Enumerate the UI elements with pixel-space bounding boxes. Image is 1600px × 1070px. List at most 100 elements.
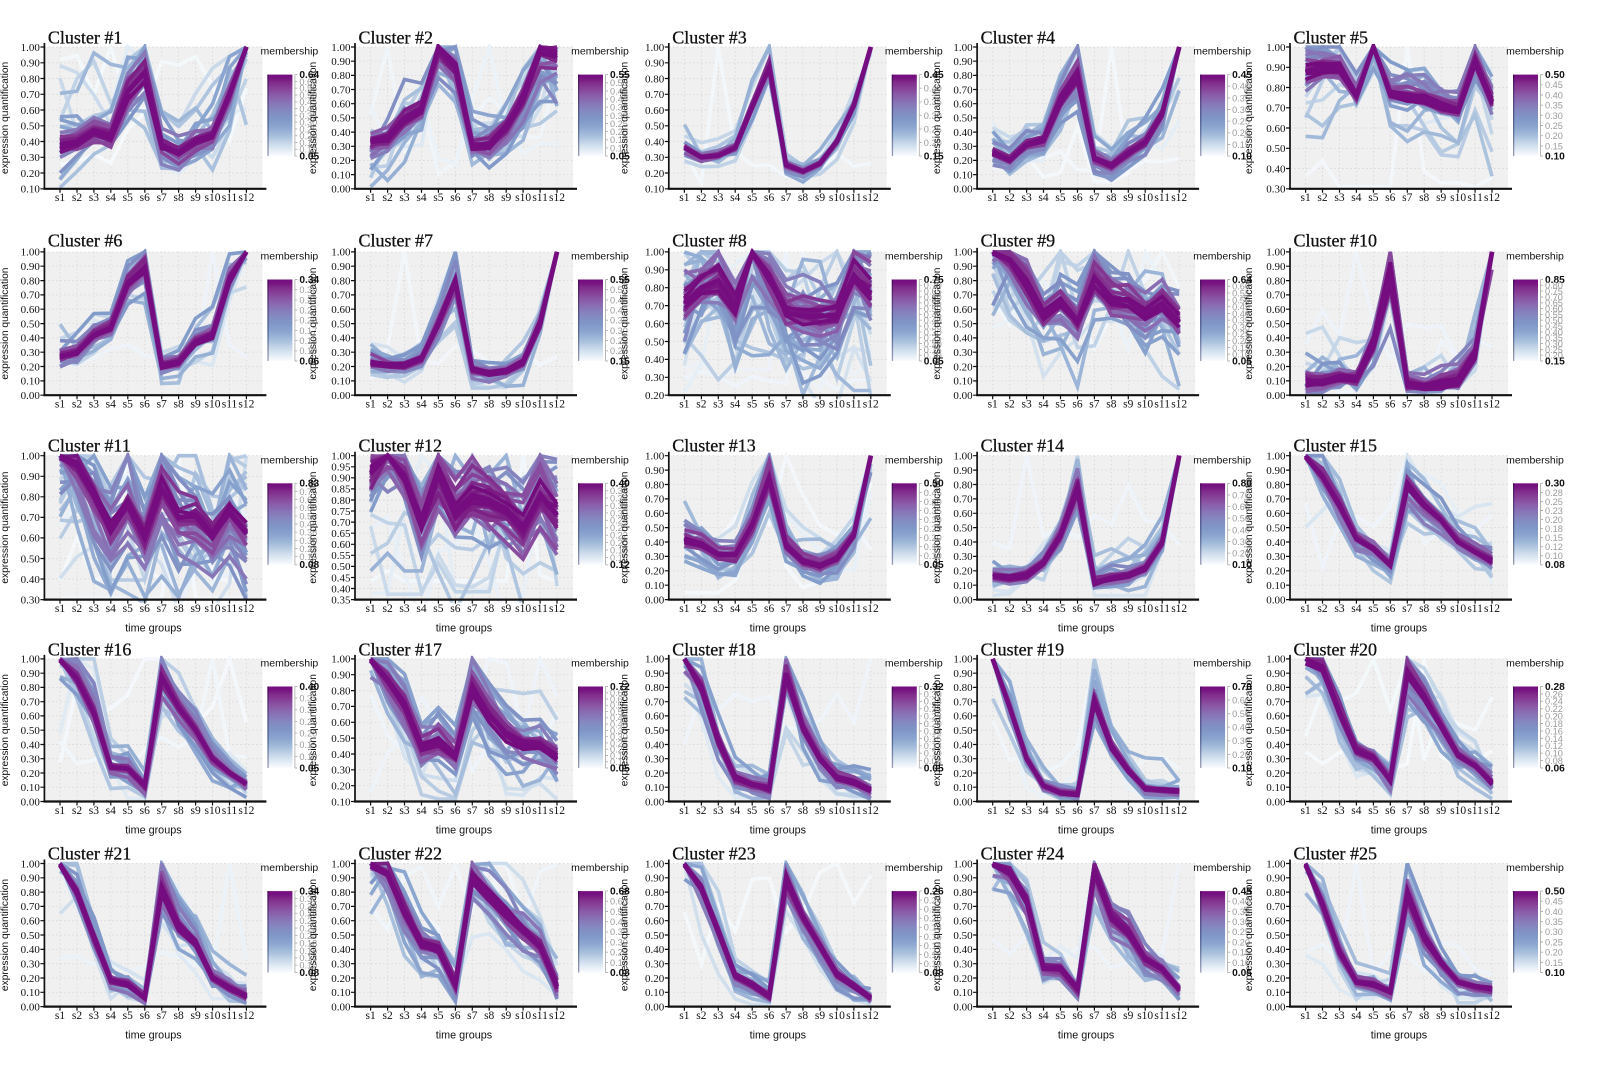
svg-text:0.15: 0.15 — [610, 751, 628, 761]
svg-text:0.26: 0.26 — [1545, 689, 1563, 699]
svg-text:0.24: 0.24 — [924, 896, 942, 906]
svg-text:0.00: 0.00 — [645, 796, 665, 808]
svg-text:s7: s7 — [1089, 1010, 1099, 1022]
svg-text:0.00: 0.00 — [953, 184, 973, 196]
svg-text:0.20: 0.20 — [21, 361, 41, 373]
svg-text:0.35: 0.35 — [610, 494, 628, 504]
svg-text:s11: s11 — [1467, 603, 1483, 615]
svg-text:0.35: 0.35 — [610, 316, 628, 326]
svg-text:0.08: 0.08 — [924, 756, 942, 766]
svg-text:0.15: 0.15 — [1545, 141, 1563, 151]
svg-text:s9: s9 — [815, 192, 825, 204]
svg-text:0.90: 0.90 — [1266, 261, 1286, 273]
svg-text:s6: s6 — [450, 1010, 460, 1022]
svg-text:s5: s5 — [1368, 1010, 1378, 1022]
svg-text:s8: s8 — [1419, 1010, 1429, 1022]
svg-text:Cluster #10: Cluster #10 — [1294, 231, 1378, 251]
svg-text:s6: s6 — [450, 192, 460, 204]
svg-text:s9: s9 — [1436, 192, 1446, 204]
svg-text:0.60: 0.60 — [331, 304, 351, 316]
svg-text:time groups: time groups — [1371, 623, 1428, 635]
svg-text:0.65: 0.65 — [924, 287, 942, 297]
svg-text:0.70: 0.70 — [21, 290, 41, 302]
svg-text:s8: s8 — [173, 192, 183, 204]
svg-text:0.70: 0.70 — [953, 494, 973, 506]
svg-text:membership: membership — [1193, 251, 1251, 263]
svg-text:0.90: 0.90 — [953, 668, 973, 680]
svg-text:s3: s3 — [1021, 192, 1031, 204]
svg-text:1.00: 1.00 — [953, 654, 973, 666]
svg-text:0.40: 0.40 — [953, 333, 973, 345]
svg-text:0.20: 0.20 — [1232, 336, 1250, 346]
svg-text:s5: s5 — [1055, 805, 1065, 817]
svg-text:1.00: 1.00 — [21, 451, 41, 463]
svg-text:0.80: 0.80 — [645, 73, 665, 85]
svg-text:0.80: 0.80 — [645, 283, 665, 295]
svg-text:0.50: 0.50 — [21, 553, 41, 565]
svg-text:expression quantification: expression quantification — [620, 879, 631, 991]
svg-text:0.22: 0.22 — [924, 905, 942, 915]
svg-text:s9: s9 — [501, 1010, 511, 1022]
svg-text:s11: s11 — [1467, 192, 1483, 204]
svg-text:0.10: 0.10 — [331, 987, 351, 999]
svg-text:Cluster #17: Cluster #17 — [359, 640, 443, 660]
svg-text:0.06: 0.06 — [299, 356, 319, 367]
svg-text:0.40: 0.40 — [645, 136, 665, 148]
svg-text:0.25: 0.25 — [299, 124, 317, 134]
svg-text:0.68: 0.68 — [299, 495, 317, 505]
svg-text:s5: s5 — [433, 603, 443, 615]
svg-text:0.70: 0.70 — [21, 697, 41, 709]
svg-text:0.60: 0.60 — [953, 711, 973, 723]
svg-text:s4: s4 — [106, 1010, 116, 1022]
svg-text:time groups: time groups — [125, 825, 182, 837]
svg-text:0.08: 0.08 — [924, 968, 944, 979]
svg-text:s4: s4 — [106, 805, 116, 817]
svg-text:expression quantification: expression quantification — [308, 674, 319, 786]
svg-text:0.10: 0.10 — [1266, 580, 1286, 592]
svg-text:0.40: 0.40 — [645, 739, 665, 751]
svg-text:s2: s2 — [1317, 192, 1327, 204]
svg-text:0.20: 0.20 — [610, 346, 628, 356]
svg-text:s9: s9 — [501, 399, 511, 411]
svg-text:s5: s5 — [123, 192, 133, 204]
svg-text:0.45: 0.45 — [610, 917, 628, 927]
svg-text:0.08: 0.08 — [1545, 756, 1563, 766]
svg-text:0.18: 0.18 — [299, 938, 317, 948]
svg-text:0.90: 0.90 — [645, 873, 665, 885]
svg-text:s1: s1 — [988, 805, 998, 817]
svg-text:0.60: 0.60 — [610, 897, 628, 907]
svg-text:0.40: 0.40 — [1232, 82, 1250, 92]
svg-text:s9: s9 — [1436, 805, 1446, 817]
svg-text:s10: s10 — [1450, 603, 1466, 615]
svg-text:0.15: 0.15 — [299, 138, 317, 148]
svg-text:0.35: 0.35 — [924, 322, 942, 332]
svg-text:0.60: 0.60 — [331, 916, 351, 928]
svg-text:1.00: 1.00 — [953, 451, 973, 463]
svg-text:0.70: 0.70 — [953, 697, 973, 709]
svg-text:0.20: 0.20 — [331, 781, 351, 793]
svg-text:0.30: 0.30 — [1232, 917, 1250, 927]
svg-text:0.30: 0.30 — [610, 937, 628, 947]
svg-text:0.30: 0.30 — [1266, 551, 1286, 563]
svg-text:0.60: 0.60 — [1232, 282, 1250, 292]
svg-text:expression quantification: expression quantification — [1244, 472, 1255, 584]
svg-text:membership: membership — [571, 862, 629, 874]
svg-text:0.60: 0.60 — [21, 304, 41, 316]
svg-text:0.35: 0.35 — [299, 111, 317, 121]
svg-text:0.90: 0.90 — [645, 265, 665, 277]
svg-text:0.00: 0.00 — [21, 390, 41, 402]
svg-text:s8: s8 — [484, 1010, 494, 1022]
svg-text:0.25: 0.25 — [610, 523, 628, 533]
svg-text:0.80: 0.80 — [953, 275, 973, 287]
svg-text:Cluster #13: Cluster #13 — [672, 436, 756, 456]
svg-text:0.05: 0.05 — [610, 763, 630, 774]
svg-text:0.10: 0.10 — [21, 782, 41, 794]
svg-text:s5: s5 — [1368, 603, 1378, 615]
svg-text:time groups: time groups — [1371, 825, 1428, 837]
svg-text:s4: s4 — [730, 805, 740, 817]
svg-text:s1: s1 — [55, 805, 65, 817]
svg-text:0.40: 0.40 — [21, 739, 41, 751]
svg-text:0.16: 0.16 — [1545, 726, 1563, 736]
svg-text:0.50: 0.50 — [1545, 887, 1565, 898]
svg-text:expression quantification: expression quantification — [1244, 268, 1255, 380]
